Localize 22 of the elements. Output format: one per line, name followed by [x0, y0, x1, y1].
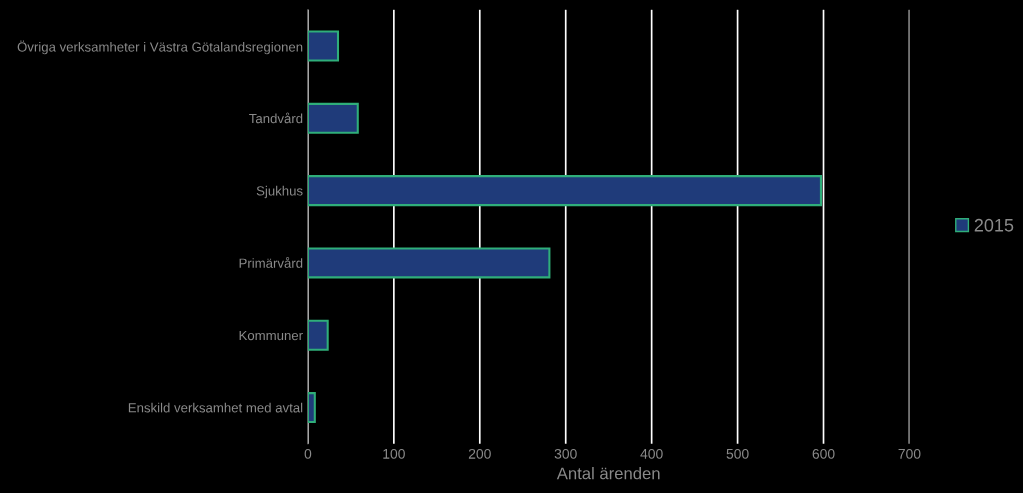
y-tick-label: Enskild verksamhet med avtal	[128, 402, 303, 413]
y-tick-label: Kommuner	[239, 330, 303, 341]
bar	[307, 30, 340, 62]
x-tick-label: 500	[726, 448, 749, 459]
x-tick-label: 600	[812, 448, 835, 459]
legend-label: 2015	[974, 218, 1014, 232]
x-tick-label: 0	[304, 448, 312, 459]
x-tick-label: 100	[383, 448, 405, 459]
y-tick-label: Tandvård	[249, 112, 303, 124]
bar	[307, 102, 359, 134]
y-tick-label: Primärvård	[239, 257, 303, 268]
x-tick-label: 700	[898, 448, 921, 459]
x-axis-title: Antal ärenden	[556, 467, 660, 480]
x-tick-label: 300	[554, 448, 577, 459]
bar	[307, 175, 822, 207]
bar	[307, 392, 316, 424]
bar	[307, 319, 329, 351]
x-tick-label: 200	[468, 448, 491, 459]
x-tick-label: 400	[640, 448, 663, 459]
y-tick-label: Övriga verksamheter i Västra Götalandsregionen	[17, 40, 303, 55]
y-tick-label: Sjukhus	[256, 185, 303, 199]
bar	[307, 247, 551, 279]
